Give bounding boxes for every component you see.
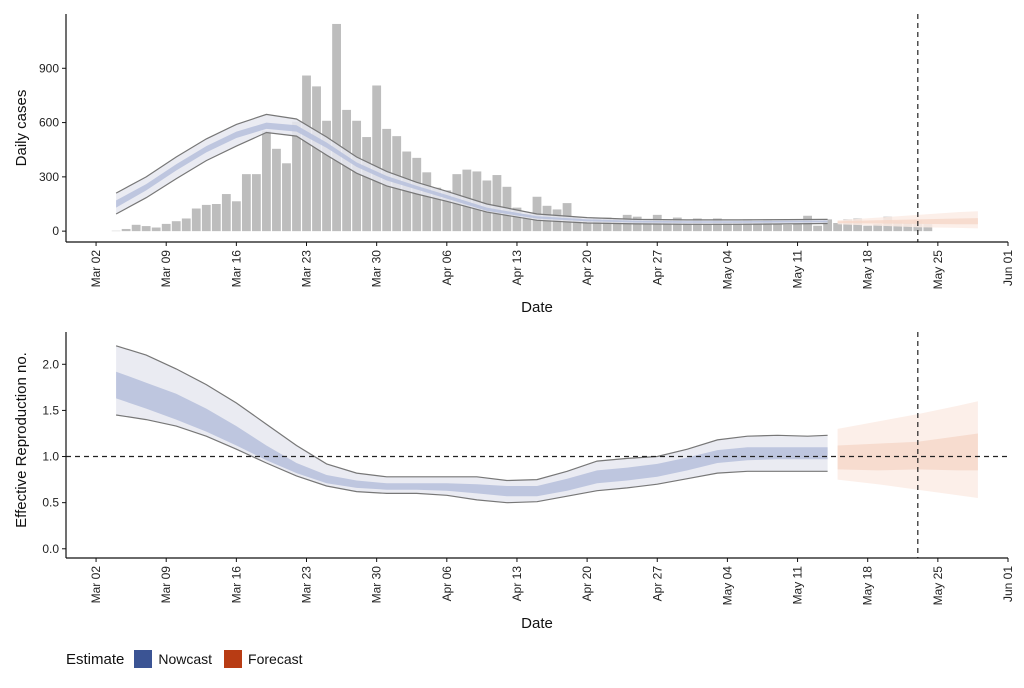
bar bbox=[302, 76, 311, 232]
bar bbox=[783, 225, 792, 231]
legend-swatch-nowcast bbox=[134, 650, 152, 668]
bar bbox=[252, 174, 261, 231]
panel-effective-reproduction: 0.0 0.5 1.0 1.5 2.0 Mar 02 Mar 09 Mar 16 Mar 23 M… bbox=[13, 332, 1015, 632]
legend-label-forecast: Forecast bbox=[248, 651, 302, 667]
y-tick-label: 2.0 bbox=[42, 357, 59, 371]
x-tick-label: May 04 bbox=[720, 566, 734, 606]
x-tick-label: May 25 bbox=[931, 566, 945, 606]
y-tick-label: 300 bbox=[39, 170, 59, 184]
bar bbox=[222, 194, 231, 231]
x-tick-label: Mar 16 bbox=[229, 566, 243, 604]
bar bbox=[202, 205, 211, 231]
x-tick-label: Mar 23 bbox=[300, 250, 314, 288]
y-tick-label: 0 bbox=[52, 224, 59, 238]
bar bbox=[773, 224, 782, 231]
bar bbox=[232, 201, 241, 231]
y-tick-label: 0.5 bbox=[42, 496, 59, 510]
bar bbox=[493, 175, 502, 231]
y-tick-label: 900 bbox=[39, 61, 59, 75]
bar bbox=[272, 149, 281, 231]
y-axis-title: Daily cases bbox=[13, 90, 30, 167]
bar bbox=[172, 221, 181, 231]
x-tick-label: Apr 20 bbox=[580, 250, 594, 286]
x-tick-label: Mar 30 bbox=[370, 566, 384, 604]
x-tick-label: May 18 bbox=[861, 566, 875, 606]
bar bbox=[422, 172, 431, 231]
y-tick-label: 1.0 bbox=[42, 450, 59, 464]
legend-swatch-forecast bbox=[224, 650, 242, 668]
legend-item-forecast: Forecast bbox=[224, 650, 302, 668]
y-axis-title: Effective Reproduction no. bbox=[13, 352, 30, 528]
bar bbox=[192, 209, 201, 232]
x-tick-label: May 11 bbox=[791, 250, 805, 289]
x-tick-label: Apr 06 bbox=[440, 250, 454, 286]
y-tick-label: 1.5 bbox=[42, 403, 59, 417]
bar bbox=[863, 226, 872, 231]
x-tick-label: Apr 13 bbox=[510, 250, 524, 286]
x-axis-title: Date bbox=[521, 615, 553, 632]
y-tick-label: 600 bbox=[39, 116, 59, 130]
bar bbox=[332, 24, 341, 231]
legend-label-nowcast: Nowcast bbox=[158, 651, 212, 667]
bar bbox=[262, 131, 271, 231]
x-tick-label: May 11 bbox=[791, 566, 805, 605]
x-tick-label: Apr 27 bbox=[650, 250, 664, 286]
x-tick-label: May 04 bbox=[720, 250, 734, 290]
legend-item-nowcast: Nowcast bbox=[134, 650, 212, 668]
x-tick-label: Mar 09 bbox=[159, 566, 173, 604]
bar bbox=[312, 86, 321, 231]
bar bbox=[342, 110, 351, 231]
x-tick-label: Jun 01 bbox=[1001, 250, 1015, 286]
x-tick-label: May 18 bbox=[861, 250, 875, 290]
bar bbox=[162, 224, 171, 231]
x-tick-label: Jun 01 bbox=[1001, 566, 1015, 602]
bar bbox=[793, 224, 802, 231]
x-axis-title: Date bbox=[521, 299, 553, 316]
x-tick-label: Mar 02 bbox=[89, 566, 103, 604]
bar bbox=[132, 225, 141, 231]
x-tick-label: Mar 09 bbox=[159, 250, 173, 288]
bar bbox=[122, 229, 131, 231]
x-tick-label: May 25 bbox=[931, 250, 945, 290]
legend: Estimate Nowcast Forecast bbox=[66, 648, 315, 670]
legend-title: Estimate bbox=[66, 651, 124, 668]
bar bbox=[142, 226, 151, 231]
x-tick-label: Mar 30 bbox=[370, 250, 384, 288]
bar bbox=[152, 228, 161, 232]
x-tick-label: Mar 02 bbox=[89, 250, 103, 288]
y-tick-label: 0.0 bbox=[42, 542, 59, 556]
x-tick-label: Apr 13 bbox=[510, 566, 524, 602]
x-tick-label: Mar 16 bbox=[229, 250, 243, 288]
bar bbox=[242, 174, 251, 231]
bar bbox=[372, 85, 381, 231]
bar bbox=[362, 137, 371, 231]
bar bbox=[182, 218, 191, 231]
bar bbox=[352, 121, 361, 231]
bar bbox=[813, 226, 822, 231]
x-tick-label: Apr 27 bbox=[650, 566, 664, 602]
x-tick-label: Apr 20 bbox=[580, 566, 594, 602]
bar bbox=[703, 224, 712, 231]
bar bbox=[212, 204, 221, 231]
x-tick-label: Mar 23 bbox=[300, 566, 314, 604]
x-tick-label: Apr 06 bbox=[440, 566, 454, 602]
bar bbox=[282, 163, 291, 231]
panel-daily-cases: 0 300 600 900 Mar 02 Mar 09 Mar 16 Mar 23 Mar 30… bbox=[13, 14, 1015, 316]
